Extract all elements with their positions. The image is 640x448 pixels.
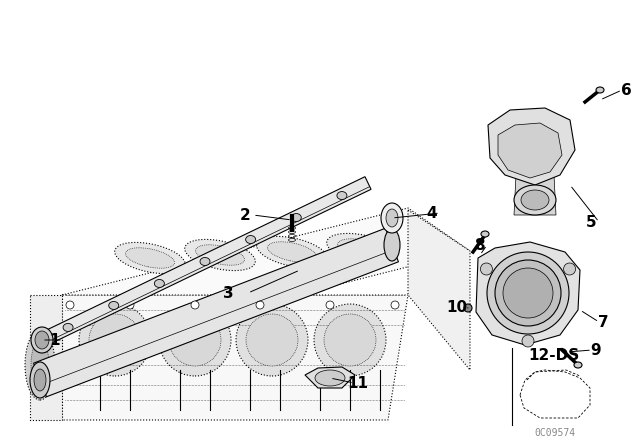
Text: 3: 3: [223, 285, 234, 301]
Ellipse shape: [522, 335, 534, 347]
Polygon shape: [62, 208, 470, 338]
Text: 5: 5: [586, 215, 596, 229]
Ellipse shape: [268, 242, 317, 262]
Ellipse shape: [25, 330, 55, 400]
Ellipse shape: [481, 231, 489, 237]
Ellipse shape: [256, 301, 264, 309]
Ellipse shape: [109, 302, 119, 310]
Ellipse shape: [386, 209, 398, 227]
Ellipse shape: [169, 314, 221, 366]
Text: 1: 1: [50, 332, 60, 348]
Ellipse shape: [89, 314, 141, 366]
Polygon shape: [30, 295, 62, 420]
Ellipse shape: [391, 301, 399, 309]
Ellipse shape: [487, 252, 569, 334]
Ellipse shape: [125, 248, 175, 268]
Ellipse shape: [257, 237, 327, 267]
Ellipse shape: [326, 301, 334, 309]
Ellipse shape: [246, 236, 255, 244]
Polygon shape: [498, 123, 562, 178]
Ellipse shape: [30, 362, 50, 398]
Polygon shape: [476, 242, 580, 345]
Polygon shape: [408, 210, 470, 370]
Text: 11: 11: [348, 375, 369, 391]
Text: 0C09574: 0C09574: [534, 428, 575, 438]
Ellipse shape: [324, 314, 376, 366]
Text: 7: 7: [598, 314, 608, 329]
Polygon shape: [33, 228, 399, 397]
Ellipse shape: [495, 260, 561, 326]
Ellipse shape: [66, 301, 74, 309]
Ellipse shape: [315, 370, 345, 386]
Ellipse shape: [384, 229, 400, 261]
Ellipse shape: [481, 263, 492, 275]
Text: 2: 2: [239, 207, 250, 223]
Ellipse shape: [337, 192, 347, 199]
Text: 6: 6: [621, 82, 632, 98]
Ellipse shape: [236, 304, 308, 376]
Ellipse shape: [291, 214, 301, 222]
Ellipse shape: [521, 190, 549, 210]
Ellipse shape: [503, 268, 553, 318]
Ellipse shape: [564, 263, 575, 275]
Ellipse shape: [246, 314, 298, 366]
Ellipse shape: [35, 331, 49, 349]
Ellipse shape: [159, 304, 231, 376]
Ellipse shape: [326, 233, 397, 265]
Ellipse shape: [514, 185, 556, 215]
Ellipse shape: [314, 304, 386, 376]
Ellipse shape: [381, 203, 403, 233]
Ellipse shape: [115, 242, 186, 274]
Ellipse shape: [464, 304, 472, 312]
Ellipse shape: [34, 369, 46, 391]
Ellipse shape: [195, 245, 244, 265]
Text: 9: 9: [591, 343, 602, 358]
Polygon shape: [514, 175, 556, 215]
Ellipse shape: [31, 340, 49, 390]
Ellipse shape: [191, 301, 199, 309]
Text: 12-DS: 12-DS: [529, 348, 580, 362]
Polygon shape: [488, 108, 575, 185]
Polygon shape: [39, 177, 371, 346]
Ellipse shape: [574, 362, 582, 368]
Text: 4: 4: [427, 206, 437, 220]
Ellipse shape: [126, 301, 134, 309]
Ellipse shape: [31, 327, 53, 353]
Ellipse shape: [337, 239, 387, 259]
Ellipse shape: [185, 239, 255, 271]
Text: 10: 10: [447, 300, 468, 314]
Polygon shape: [305, 367, 355, 388]
Polygon shape: [62, 295, 408, 420]
Ellipse shape: [79, 304, 151, 376]
Text: 8: 8: [474, 237, 484, 253]
Ellipse shape: [200, 258, 210, 266]
Ellipse shape: [596, 87, 604, 93]
Ellipse shape: [63, 323, 73, 332]
Ellipse shape: [154, 280, 164, 288]
